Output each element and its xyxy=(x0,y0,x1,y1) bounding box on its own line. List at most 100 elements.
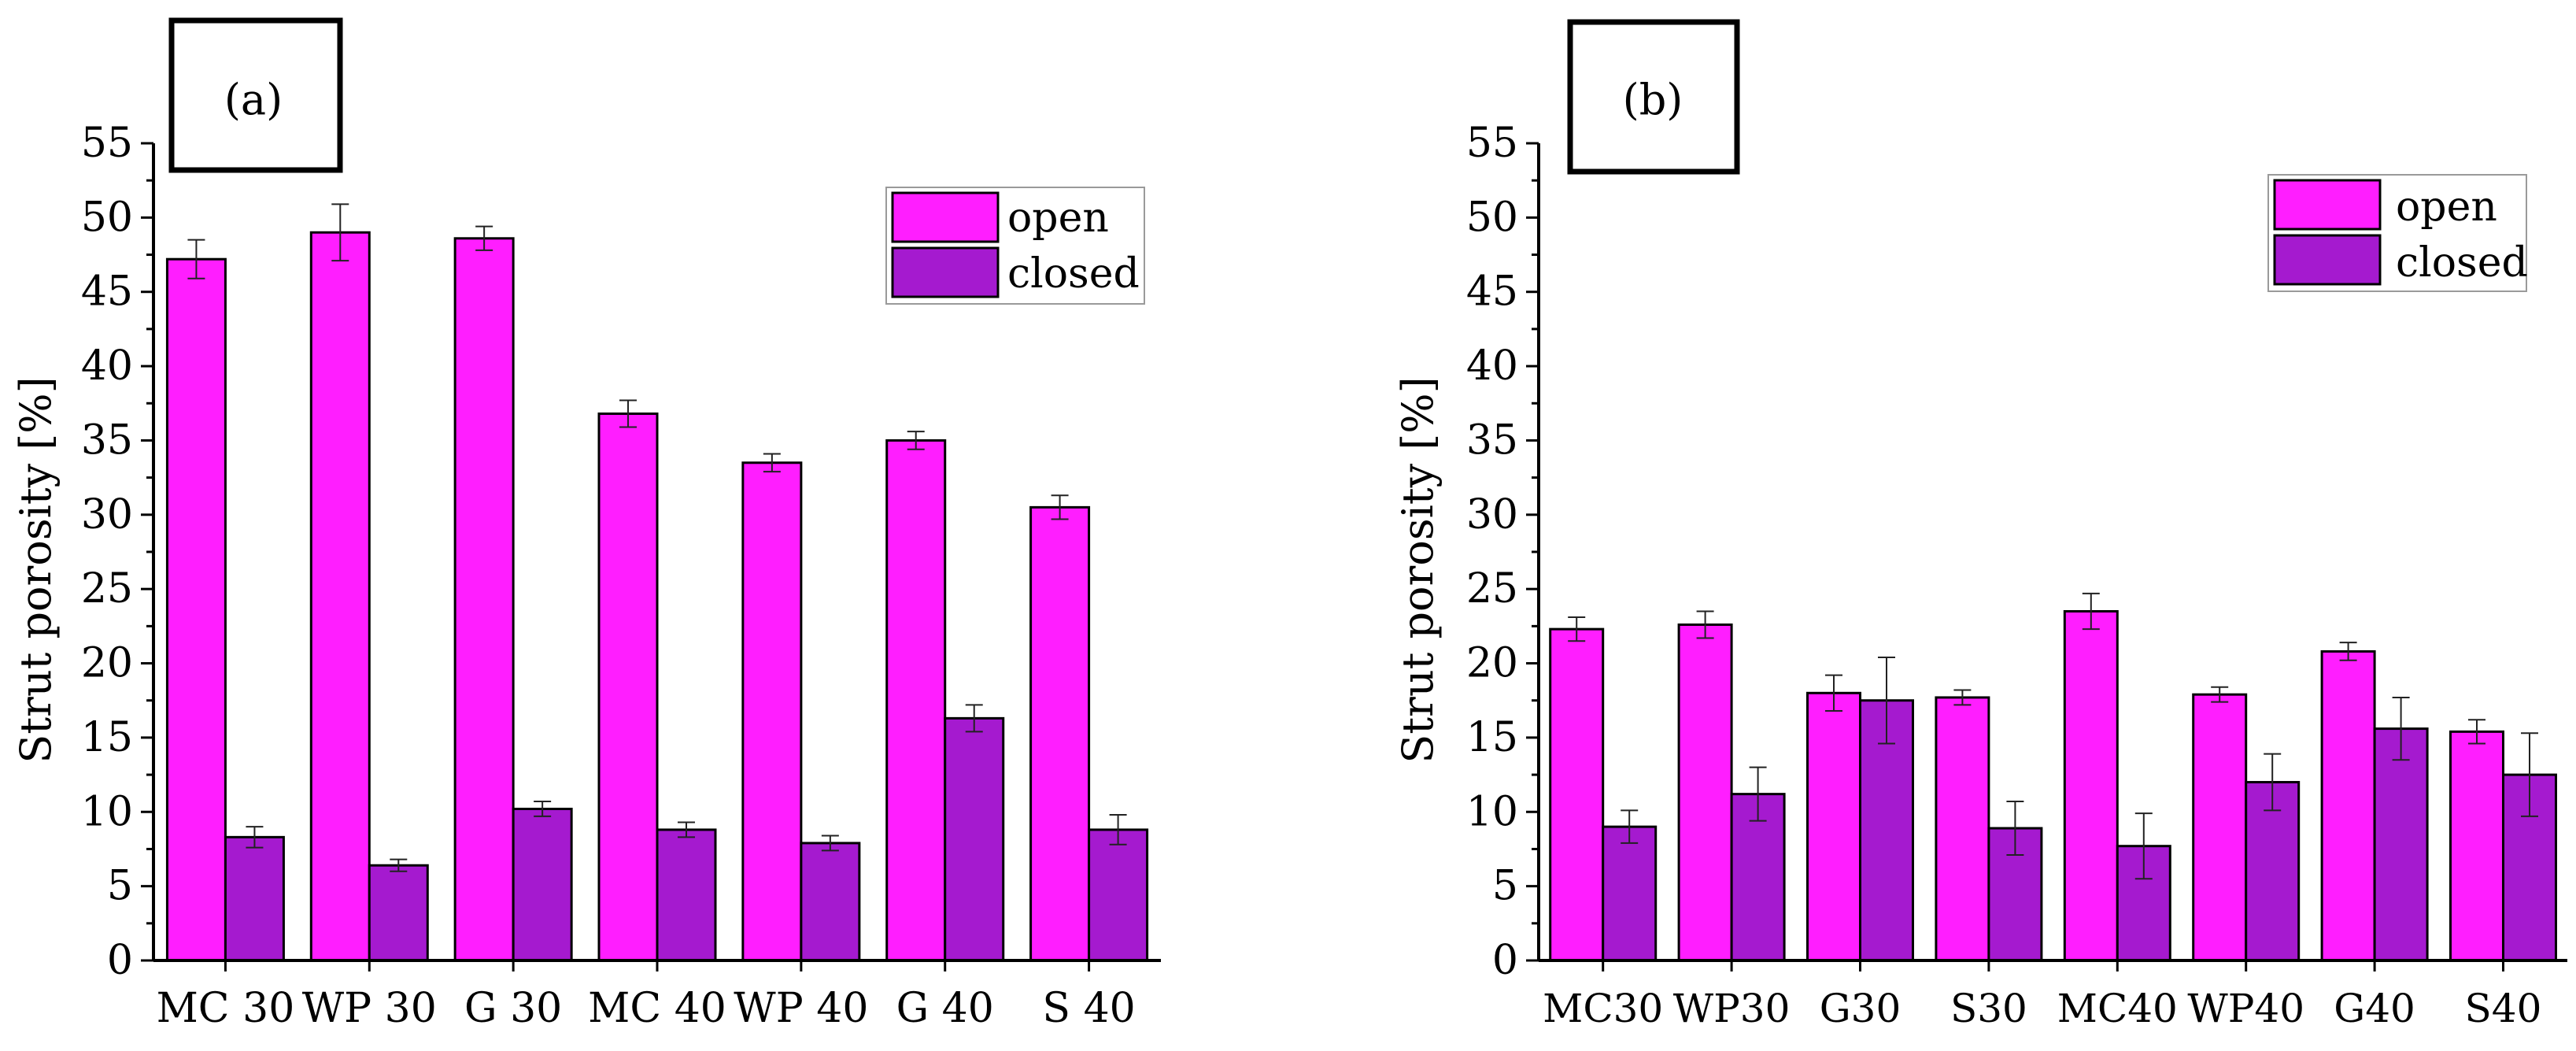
panel-a-errorbar-open-4 xyxy=(763,453,781,473)
panel-b-bar-open-1 xyxy=(1677,623,1733,962)
panel-a-errorbar-open-3 xyxy=(619,399,638,428)
panel-a-y-tick-label-7: 35 xyxy=(81,416,133,464)
panel-a-y-tick-label-6: 30 xyxy=(81,491,133,538)
panel-b-errorbar-open-1 xyxy=(1696,610,1714,639)
panel-a-errorbar-open-0 xyxy=(187,239,205,279)
panel-b-bar-open-0 xyxy=(1549,627,1605,962)
panel-b-errorbar-closed-1 xyxy=(1749,766,1767,822)
panel-b-bar-open-4 xyxy=(2063,609,2119,962)
panel-b-errorbar-open-5 xyxy=(2211,686,2229,703)
panel-b-bar-open-2 xyxy=(1806,691,1861,962)
panel-b-bar-closed-6 xyxy=(2373,727,2429,962)
panel-a-errorbar-open-6 xyxy=(1051,494,1069,520)
panel-a-y-tick-label-5: 25 xyxy=(81,565,133,612)
panel-b-y-tick-label-10: 50 xyxy=(1466,194,1518,241)
panel-a-bar-closed-1 xyxy=(368,864,429,962)
panel-b-errorbar-closed-7 xyxy=(2521,732,2538,817)
panel-a-bar-closed-3 xyxy=(656,828,717,962)
panel-a-y-tick-label-10: 50 xyxy=(81,194,133,241)
panel-b-y-tick-label-0: 0 xyxy=(1492,937,1518,984)
panel-a-bar-closed-4 xyxy=(800,842,861,962)
panel-b-x-tick-label-5: WP40 xyxy=(2187,986,2304,1031)
panel-b-errorbar-closed-0 xyxy=(1621,809,1639,844)
panel-a-errorbar-open-2 xyxy=(475,225,493,251)
panel-b-x-tick-label-3: S30 xyxy=(1950,986,2027,1031)
panel-a-bar-open-0 xyxy=(165,257,227,962)
panel-b-bar-open-5 xyxy=(2192,693,2248,962)
panel-b-errorbar-open-6 xyxy=(2339,642,2357,661)
panel-b-errorbar-closed-3 xyxy=(2006,801,2024,856)
panel-a: (a) Strut porosity [%] xyxy=(11,75,283,764)
panel-a-y-tick-label-4: 20 xyxy=(81,640,133,687)
panel-b-errorbar-open-7 xyxy=(2468,719,2485,745)
panel-b-y-tick-label-4: 20 xyxy=(1466,640,1518,687)
panel-a-x-tick-label-4: WP 40 xyxy=(734,985,868,1032)
panel-b-bar-closed-0 xyxy=(1602,825,1658,962)
panel-b-y-tick-label-3: 15 xyxy=(1466,714,1518,761)
panel-a-y-tick-label-8: 40 xyxy=(81,342,133,390)
panel-a-errorbar-closed-2 xyxy=(534,801,552,817)
panel-a-bar-open-2 xyxy=(453,237,515,962)
panel-a-y-tick-label-9: 45 xyxy=(81,268,133,316)
panel-b-errorbar-closed-4 xyxy=(2134,812,2153,880)
panel-a-y-tick-label-1: 5 xyxy=(107,863,133,910)
panel-a-errorbar-closed-3 xyxy=(678,821,696,838)
panel-b-y-tick-label-6: 30 xyxy=(1466,491,1518,538)
panel-a-bar-open-6 xyxy=(1029,505,1091,962)
panel-a-y-tick-label-11: 55 xyxy=(81,120,133,167)
panel-a-bar-open-5 xyxy=(885,439,947,962)
panel-b-legend-closed-label: closed xyxy=(2396,239,2528,287)
panel-b-x-tick-label-6: G40 xyxy=(2334,986,2415,1031)
panel-a-label: (a) xyxy=(224,75,283,124)
panel-b-y-tick-label-2: 10 xyxy=(1466,788,1518,835)
panel-b-y-tick-label-8: 40 xyxy=(1466,342,1518,390)
panel-b-x-tick-label-4: MC40 xyxy=(2057,986,2178,1031)
panel-a-legend-open-swatch xyxy=(891,191,1000,243)
panel-a-x-tick-label-6: S 40 xyxy=(1042,985,1135,1032)
panel-b-x-tick-label-1: WP30 xyxy=(1673,986,1791,1031)
panel-b-errorbar-closed-5 xyxy=(2264,753,2282,812)
panel-a-errorbar-closed-1 xyxy=(390,858,408,872)
panel-a-bar-open-3 xyxy=(597,412,659,962)
panel-b-legend-closed-swatch xyxy=(2273,234,2382,286)
panel-a-label-frame xyxy=(168,17,343,173)
panel-a-y-tick-label-2: 10 xyxy=(81,788,133,835)
panel-b-label: (b) xyxy=(1623,75,1683,124)
panel-b-errorbar-closed-6 xyxy=(2392,696,2410,761)
panel-b-y-tick-label-7: 35 xyxy=(1466,416,1518,464)
panel-a-legend-closed-swatch xyxy=(891,246,1000,298)
panel-a-errorbar-closed-0 xyxy=(246,826,264,849)
panel-a-plot: MC 30 WP 30 G 30 MC 40 WP 40 G 40 S 40 0 5 10 15 20… xyxy=(81,17,1161,1032)
panel-a-errorbar-open-5 xyxy=(907,431,925,450)
panel-b-label-frame xyxy=(1567,19,1740,175)
panel-a-x-tick-label-2: G 30 xyxy=(464,985,562,1032)
panel-b-bar-open-7 xyxy=(2449,730,2504,962)
panel-b-x-tick-label-7: S40 xyxy=(2465,986,2542,1031)
panel-b-legend-open-swatch xyxy=(2273,179,2382,231)
panel-a-errorbar-closed-5 xyxy=(965,704,983,733)
panel-a-x-tick-label-5: G 40 xyxy=(896,985,994,1032)
panel-a-y-tick-label-3: 15 xyxy=(81,714,133,761)
panel-a-y-axis-label: Strut porosity [%] xyxy=(11,376,61,763)
panel-a-bar-closed-0 xyxy=(224,835,285,962)
panel-a-bar-closed-5 xyxy=(944,716,1005,962)
panel-a-errorbar-closed-6 xyxy=(1109,814,1127,846)
panel-a-x-tick-label-3: MC 40 xyxy=(588,985,726,1032)
panel-b: (b) Strut porosity [%] xyxy=(1393,75,1683,764)
panel-b-y-axis-label: Strut porosity [%] xyxy=(1393,376,1443,763)
panel-a-x-tick-label-1: WP 30 xyxy=(302,985,437,1032)
panel-b-errorbar-open-3 xyxy=(1953,689,1972,706)
panel-b-errorbar-open-2 xyxy=(1825,674,1842,712)
panel-b-y-tick-label-9: 45 xyxy=(1466,268,1518,316)
panel-b-bar-open-3 xyxy=(1935,696,1990,962)
panel-b-legend-open-label: open xyxy=(2396,183,2497,231)
panel-b-errorbar-open-4 xyxy=(2082,592,2100,631)
panel-b-x-tick-label-0: MC30 xyxy=(1543,986,1663,1031)
panel-a-x-tick-label-0: MC 30 xyxy=(157,985,295,1032)
panel-b-plot: MC30 WP30 G30 S30 MC40 WP40 G40 S40 0 5 10 15 20 25 30… xyxy=(1466,19,2567,1031)
panel-b-bar-open-6 xyxy=(2320,649,2376,962)
panel-a-errorbar-open-1 xyxy=(331,203,349,262)
panel-a-bar-open-4 xyxy=(741,461,803,962)
